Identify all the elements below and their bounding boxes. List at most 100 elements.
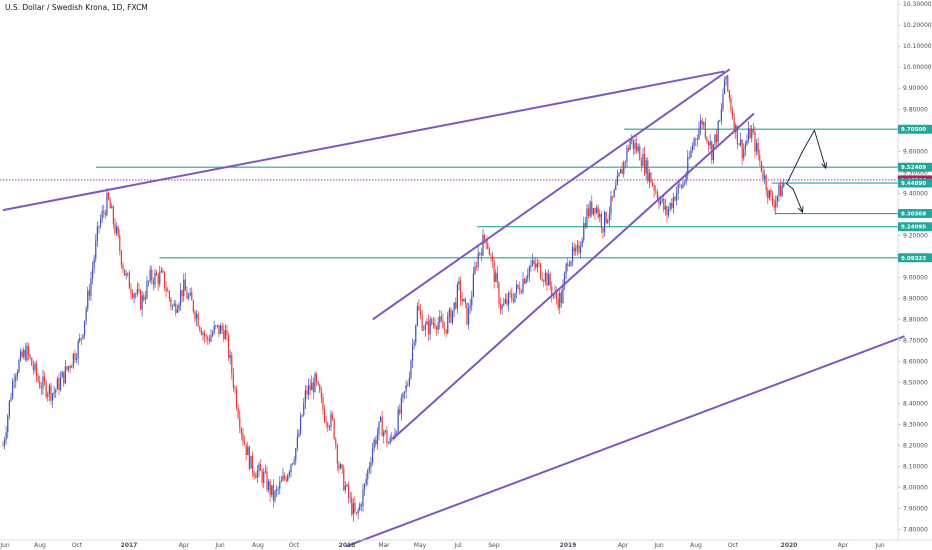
price-tick-label: 9.80000 (903, 106, 928, 113)
candle (704, 122, 706, 138)
candle (205, 336, 207, 338)
candle (424, 324, 426, 330)
candle (336, 445, 338, 464)
candle (323, 409, 326, 422)
candle (439, 316, 441, 323)
candle (399, 409, 401, 414)
candle (87, 290, 89, 309)
candle (405, 385, 407, 392)
candle (347, 484, 350, 498)
candle (279, 482, 281, 489)
trend-line[interactable] (372, 68, 731, 321)
candle (39, 381, 41, 388)
candle (293, 460, 295, 464)
candle (267, 481, 270, 490)
candle (632, 139, 634, 150)
candle (693, 138, 695, 147)
candle (56, 378, 58, 390)
candle (277, 488, 279, 490)
candle (611, 196, 614, 198)
trend-line[interactable] (345, 335, 905, 548)
candle (34, 363, 36, 371)
candle (504, 299, 506, 304)
candle (282, 475, 284, 481)
candle (723, 79, 726, 95)
candle (563, 273, 566, 286)
candle (770, 190, 772, 197)
candle (783, 183, 785, 187)
time-tick-label: Jun (874, 542, 885, 549)
candle (272, 485, 274, 501)
candle (450, 309, 452, 323)
candle (351, 497, 353, 515)
price-tick-label: 10.20000 (903, 22, 932, 29)
scenario-arrow[interactable] (785, 182, 803, 213)
candle (763, 175, 766, 179)
price-tick-label: 8.30000 (903, 421, 928, 428)
candle (488, 248, 490, 256)
candle (71, 366, 73, 368)
candle (101, 211, 103, 220)
candle (224, 330, 226, 340)
candle (643, 153, 646, 174)
candle (443, 328, 446, 330)
candle (538, 263, 540, 264)
candle (75, 358, 78, 360)
candle (250, 455, 252, 469)
trend-line[interactable] (391, 112, 755, 440)
candle (640, 160, 642, 166)
time-tick-label: Oct (289, 542, 300, 549)
candle (199, 326, 201, 330)
price-tick-label: 7.90000 (903, 505, 928, 512)
price-badge-label: 9.52409 (901, 165, 926, 171)
candle (192, 300, 194, 312)
candle (495, 272, 497, 282)
candle (608, 213, 610, 220)
candle (411, 345, 414, 361)
candle (571, 247, 574, 262)
candle (355, 512, 358, 513)
candle (2, 445, 4, 447)
candle (74, 353, 76, 360)
candle (357, 510, 359, 513)
candle (327, 423, 329, 428)
price-tick-label: 9.50000 (903, 169, 928, 176)
candle (55, 389, 57, 393)
candle (394, 432, 396, 439)
candle (619, 169, 622, 174)
candle (210, 335, 212, 342)
candle (106, 192, 108, 216)
candle (229, 354, 231, 359)
candle (719, 120, 721, 122)
candle (677, 184, 679, 194)
candle (115, 226, 118, 234)
candle (367, 469, 369, 480)
candle (672, 197, 674, 208)
candle (666, 206, 668, 216)
candle (298, 433, 300, 437)
candle (695, 138, 697, 140)
candle (511, 293, 513, 300)
scenario-arrow[interactable] (786, 129, 827, 183)
candle (72, 353, 74, 367)
time-tick-label: Jul (453, 542, 462, 549)
candle (523, 279, 526, 284)
candle (744, 144, 746, 149)
candle (152, 280, 154, 285)
candle (19, 351, 22, 361)
candle (543, 280, 545, 282)
candle (709, 141, 711, 146)
candle (83, 320, 86, 335)
price-badge-label: 9.30369 (901, 212, 926, 218)
candle (623, 161, 625, 175)
candle (200, 329, 202, 335)
candle (256, 470, 258, 478)
candle (215, 325, 217, 327)
candle (160, 270, 162, 273)
trend-line[interactable] (2, 70, 725, 212)
candle (221, 325, 223, 330)
candle (64, 366, 66, 384)
candle (480, 252, 482, 256)
